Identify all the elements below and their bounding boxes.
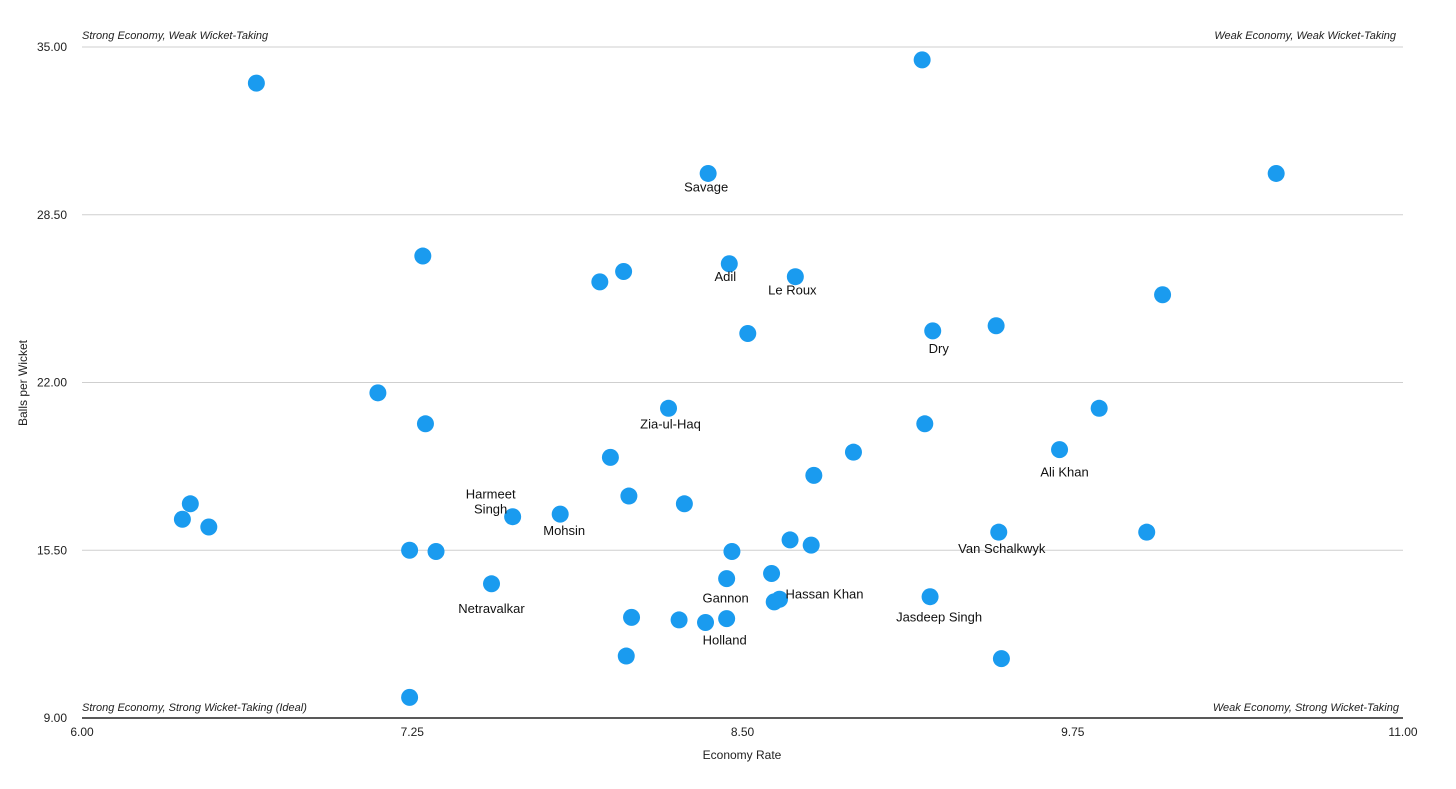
data-point [1090,399,1108,417]
axes: Balls per Wicket Economy Rate 9.00 15.50 2… [16,40,1418,762]
point-label: Van Schalkwyk [958,541,1046,556]
quadrant-label-top-right: Weak Economy, Weak Wicket-Taking [1214,30,1397,42]
data-point [1154,286,1172,304]
point-label: Mohsin [543,523,585,538]
data-point [765,593,783,611]
data-point [427,543,445,561]
point-label: Hassan Khan [785,586,863,601]
data-point [617,647,635,665]
y-tick-label: 28.50 [37,208,67,222]
point-label: Dry [929,341,950,356]
data-point [723,543,741,561]
point-label: Jasdeep Singh [896,610,982,625]
y-tick-label: 22.00 [37,376,67,390]
data-point [990,523,1008,541]
y-tick-label: 35.00 [37,40,67,54]
data-point [699,164,717,182]
x-axis-title: Economy Rate [703,748,782,762]
data-point [591,273,609,291]
x-tick-label: 7.25 [401,725,425,739]
point-label: Le Roux [768,283,817,298]
x-tick-label: 6.00 [70,725,94,739]
data-point [247,74,265,92]
y-tick-label: 15.50 [37,543,67,557]
data-point [551,505,569,523]
x-tick-label: 8.50 [731,725,755,739]
quadrant-label-bottom-right: Weak Economy, Strong Wicket-Taking [1213,702,1400,714]
data-point [924,322,942,340]
point-label: Ali Khan [1040,465,1088,480]
point-label: Holland [703,633,747,648]
data-point [844,443,862,461]
data-point [670,611,688,629]
x-tick-label: 11.00 [1388,725,1417,739]
data-point [739,324,757,342]
data-point [805,466,823,484]
data-point [401,541,419,559]
gridlines [82,46,1403,719]
data-point [416,415,434,433]
data-point [720,255,738,273]
quadrant-label-bottom-left: Strong Economy, Strong Wicket-Taking (Id… [82,702,307,714]
data-point [623,608,641,626]
data-point [401,688,419,706]
quadrant-label-top-left: Strong Economy, Weak Wicket-Taking [82,30,269,42]
data-point [620,487,638,505]
data-point [786,268,804,286]
data-point [414,247,432,265]
data-point [615,263,633,281]
data-point [718,570,736,588]
point-label: Zia-ul-Haq [640,416,701,431]
data-point [173,510,191,528]
data-point [921,588,939,606]
data-point [675,495,693,513]
data-point [916,415,934,433]
x-tick-label: 9.75 [1061,725,1085,739]
data-point [181,495,199,513]
point-label: Gannon [703,591,749,606]
data-point [504,508,522,526]
point-label: Savage [684,179,728,194]
point-label: Adil [714,269,736,284]
data-point [1051,441,1069,459]
data-point [992,650,1010,668]
data-point [483,575,501,593]
y-tick-label: 9.00 [44,711,68,725]
data-point [660,399,678,417]
data-point [697,614,715,632]
y-axis-title: Balls per Wicket [16,339,30,426]
quadrant-labels: Strong Economy, Weak Wicket-Taking Weak … [82,30,1400,714]
data-point [781,531,799,549]
data-point [1138,523,1156,541]
data-point [369,384,387,402]
data-point [987,317,1005,335]
point-label: Harmeet Singh [466,487,516,517]
data-point [802,536,820,554]
point-label: Netravalkar [458,601,525,616]
data-points [173,51,1285,706]
data-point [200,518,218,536]
data-point [913,51,931,69]
point-labels: Savage Adil Le Roux Dry Zia-ul-Haq Ali Khan Ha… [458,179,1088,647]
data-point [718,610,736,628]
data-point [601,448,619,466]
data-point [1267,164,1285,182]
data-point [763,564,781,582]
